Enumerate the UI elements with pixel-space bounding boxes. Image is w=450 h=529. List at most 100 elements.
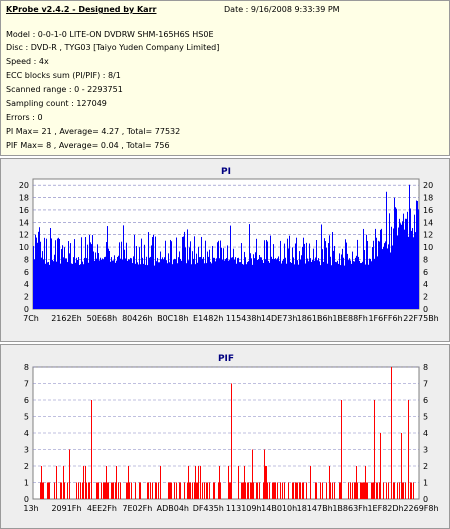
pi-bar <box>319 261 320 309</box>
pi-bar <box>173 259 174 309</box>
pi-bar <box>270 235 271 309</box>
pi-bar <box>55 240 56 309</box>
pif-bar <box>187 482 188 499</box>
pif-bar <box>303 482 304 499</box>
pi-bar <box>356 255 357 309</box>
pi-bar <box>264 240 265 309</box>
pi-bar <box>392 245 393 309</box>
pif-bar <box>251 482 252 499</box>
pi-bar <box>239 262 240 309</box>
pif-bar <box>365 466 366 499</box>
pif-bar <box>82 482 83 499</box>
pif-bar <box>272 482 273 499</box>
pi-bar <box>141 238 142 309</box>
pif-bar <box>115 482 116 499</box>
pif-bar <box>97 482 98 499</box>
pif-bar <box>241 482 242 499</box>
pi-bar <box>79 264 80 309</box>
pif-y-tick-label: 0 <box>24 495 29 504</box>
pi-bar <box>202 258 203 309</box>
pi-bar <box>148 232 149 309</box>
pi-bar <box>169 262 170 309</box>
pi-bar <box>183 236 184 309</box>
pi-bar <box>335 261 336 309</box>
pi-bar <box>75 262 76 309</box>
pif-bar <box>280 482 281 499</box>
pi-bar <box>334 245 335 309</box>
pi-bar <box>128 259 129 309</box>
pif-bar <box>292 482 293 499</box>
pi-bar <box>224 260 225 309</box>
pi-bar <box>306 242 307 309</box>
pi-bar <box>382 249 383 309</box>
pi-bar <box>114 255 115 309</box>
pi-bar <box>337 260 338 309</box>
pi-bar <box>193 258 194 309</box>
pi-bar <box>401 224 402 309</box>
pi-bar <box>33 246 34 309</box>
pif-bar <box>273 482 274 499</box>
pi-bar <box>307 258 308 309</box>
sampling-line: Sampling count : 127049 <box>6 99 107 108</box>
pif-bar <box>214 482 215 499</box>
pi-bar <box>216 258 217 309</box>
pi-bar <box>185 247 186 309</box>
pi-bar <box>132 263 133 309</box>
pi-bar <box>349 258 350 309</box>
pif-bar <box>76 482 77 499</box>
pi-bar <box>297 260 298 309</box>
pi-bar <box>407 211 408 309</box>
pi-x-tick-label: 7Ch <box>23 314 39 323</box>
pi-y-tick-label-right: 14 <box>423 218 433 227</box>
pi-bar <box>380 229 381 309</box>
pi-bar <box>153 234 154 309</box>
pi-bar <box>176 237 177 309</box>
pi-bar <box>226 258 227 309</box>
pi-bar <box>360 263 361 309</box>
pif-bar <box>379 482 380 499</box>
pi-bar <box>386 191 387 309</box>
pi-bar <box>160 251 161 309</box>
pi-bar <box>136 246 137 309</box>
pif-bar <box>219 466 220 499</box>
pi-bar <box>172 264 173 309</box>
pi-bar <box>252 264 253 309</box>
pi-bar <box>35 234 36 309</box>
pi-bar <box>391 226 392 309</box>
pif-bar <box>402 482 403 499</box>
pif-x-tick-label: 1EF82Dh <box>367 504 403 513</box>
pi-bar <box>322 249 323 309</box>
pif-bar <box>250 482 251 499</box>
pi-bar <box>267 241 268 309</box>
pif-bar <box>296 482 297 499</box>
pi-bar <box>171 241 172 309</box>
pif-bar <box>300 482 301 499</box>
pi-x-tick-label: 115438h <box>226 314 262 323</box>
pif-x-tick-label: 2269F8h <box>403 504 438 513</box>
pif-bar <box>340 482 341 499</box>
pi-bar <box>87 244 88 309</box>
pi-bar <box>387 248 388 309</box>
pi-bar <box>38 231 39 309</box>
pi-bar <box>129 259 130 309</box>
pi-bar <box>354 261 355 309</box>
pi-bar <box>346 242 347 309</box>
pif-bar <box>131 482 132 499</box>
pi-bar <box>124 249 125 309</box>
pi-bar <box>208 256 209 309</box>
pif-bar <box>405 482 406 499</box>
pif-y-tick-label: 4 <box>24 429 29 438</box>
pi-bar <box>403 213 404 309</box>
pi-bar <box>271 256 272 309</box>
pif-bar <box>299 482 300 499</box>
pi-bar <box>120 258 121 309</box>
pi-bar <box>315 257 316 309</box>
pi-bar <box>167 263 168 309</box>
pi-bar <box>81 237 82 309</box>
pi-bar <box>174 258 175 309</box>
pif-bar <box>245 482 246 499</box>
pif-bar <box>91 400 92 499</box>
pi-bar <box>302 246 303 309</box>
pi-bar <box>107 226 108 309</box>
pif-bar <box>401 433 402 499</box>
